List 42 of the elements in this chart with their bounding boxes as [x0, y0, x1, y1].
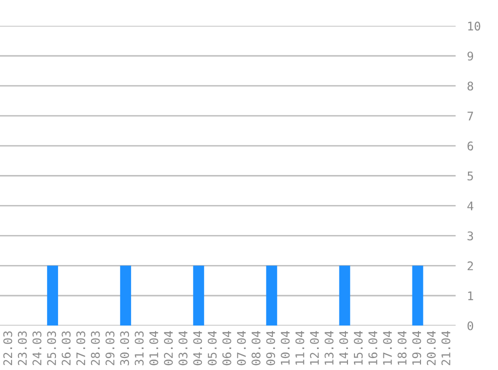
- x-tick-label: 18.04: [398, 331, 407, 365]
- x-tick-label: 06.04: [222, 331, 232, 366]
- y-tick-label: 10: [468, 22, 480, 31]
- x-tick-label: 19.04: [412, 331, 422, 365]
- x-tick-label: 11.04: [295, 331, 304, 365]
- y-tick-label: 4: [467, 202, 474, 210]
- x-tick-label: 29.03: [106, 331, 114, 366]
- x-tick-label: 17.04: [383, 331, 392, 365]
- y-tick-label: 1: [468, 292, 474, 300]
- x-tick-label: 28.03: [90, 331, 100, 366]
- x-tick-label: 08.04: [252, 331, 260, 366]
- x-tick-label: 14.04: [339, 331, 348, 365]
- x-tick-label: 09.04: [266, 331, 276, 366]
- x-tick-label: 20.04: [426, 331, 436, 366]
- y-tick-label: 2: [468, 261, 473, 270]
- y-tick-label: 0: [468, 321, 474, 330]
- x-tick-label: 05.04: [208, 331, 217, 366]
- x-tick-label: 26.03: [62, 331, 71, 366]
- y-tick-label: 3: [468, 231, 473, 240]
- x-tick-label: 02.04: [164, 331, 173, 366]
- y-tick-label: 6: [468, 142, 474, 150]
- y-tick-label: 8: [468, 82, 474, 91]
- x-tick-label: 13.04: [324, 331, 334, 365]
- x-tick-label: 27.03: [76, 331, 86, 366]
- x-tick-label: 21.04: [441, 331, 450, 366]
- x-tick-label: 15.04: [354, 331, 363, 365]
- x-tick-label: 04.04: [193, 331, 202, 366]
- x-tick-label: 10.04: [280, 331, 290, 365]
- x-tick-label: 03.04: [178, 331, 188, 366]
- x-tick-label: 25.03: [47, 331, 56, 366]
- y-tick-label: 5: [468, 172, 473, 180]
- x-tick-label: 12.04: [310, 331, 319, 365]
- x-tick-label: 22.03: [3, 331, 12, 366]
- x-tick-label: 24.03: [32, 331, 42, 366]
- x-tick-label: 31.03: [134, 331, 144, 366]
- x-tick-label: 16.04: [368, 331, 378, 365]
- x-tick-label: 23.03: [18, 331, 27, 366]
- x-tick-label: 07.04: [236, 331, 246, 366]
- x-tick-label: 30.03: [120, 331, 130, 366]
- y-tick-label: 7: [468, 112, 473, 120]
- x-tick-label: 01.04: [149, 331, 158, 366]
- y-tick-label: 9: [468, 52, 474, 61]
